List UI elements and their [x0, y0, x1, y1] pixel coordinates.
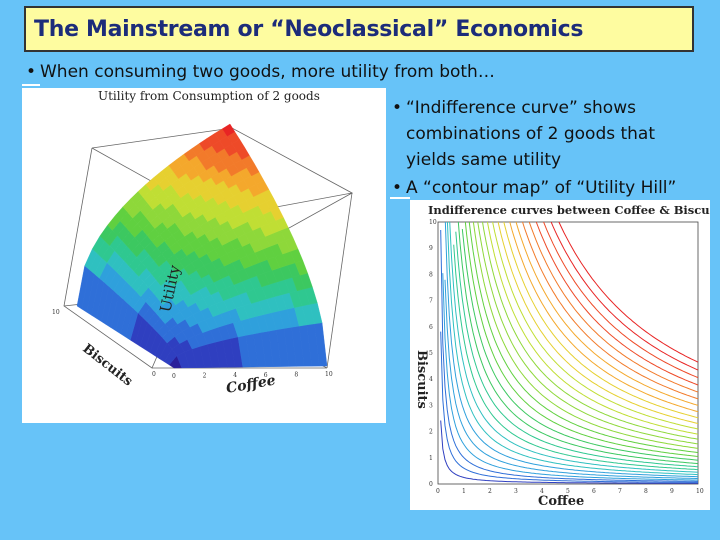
contour-ytick-8: 8	[429, 271, 433, 278]
marker-line	[22, 84, 40, 86]
indifference-curve-26	[543, 222, 698, 379]
indifference-curve-12	[464, 222, 698, 457]
indifference-curve-15	[477, 222, 698, 445]
surface-xtick-2: 2	[203, 373, 207, 380]
contour-plot-frame	[437, 221, 699, 485]
surface-cell	[222, 123, 236, 137]
indifference-curve-7	[449, 222, 698, 473]
surface-xtick-6: 6	[264, 372, 268, 379]
contour-xtick-8: 8	[644, 488, 648, 495]
bullet-dot-icon: •	[392, 98, 403, 118]
bullet-3-text: A “contour map” of “Utility Hill”	[406, 178, 677, 198]
indifference-curve-8	[453, 244, 698, 471]
indifference-curve-27	[550, 222, 698, 371]
contour-xtick-0: 0	[436, 488, 440, 495]
indifference-curve-18	[492, 222, 698, 430]
contour-ylabel: Biscuits	[414, 350, 429, 409]
contour-xtick-6: 6	[592, 488, 596, 495]
bullet-2: • “Indifference curve” shows	[392, 95, 636, 121]
contour-ytick-6: 6	[429, 324, 433, 331]
indifference-curve-14	[472, 222, 698, 449]
indifference-curve-2	[440, 229, 698, 482]
surface-xtick-8: 8	[294, 371, 298, 378]
surface-plot-panel: Utility from Consumption of 2 goods Util…	[22, 88, 386, 423]
indifference-curve-4	[444, 279, 698, 479]
contour-xtick-1: 1	[462, 488, 466, 495]
indifference-curve-3	[442, 273, 698, 481]
contour-xtick-4: 4	[540, 488, 544, 495]
contour-plot-area: 0 1 2 3 4 5 6 7 8 9 10 0 1 2 3 4 5 6 7 8 9 10	[429, 219, 704, 495]
bullet-2-line-1: “Indifference curve” shows	[406, 98, 636, 118]
bullet-2-line-3: yields same utility	[406, 150, 562, 170]
surface-ytick-0: 0	[152, 371, 156, 378]
contour-ytick-4: 4	[429, 376, 433, 383]
indifference-curve-20	[503, 222, 698, 419]
contour-xtick-5: 5	[566, 488, 570, 495]
surface-ylabel: Biscuits	[80, 341, 136, 389]
contour-chart-svg: Indifference curves between Coffee & Bis…	[414, 203, 720, 509]
marker-line-2	[390, 197, 410, 199]
indifference-curve-11	[461, 228, 698, 461]
contour-ytick-10: 10	[429, 219, 437, 226]
bullet-2-cont-1: combinations of 2 goods that	[392, 121, 655, 147]
slide-title: The Mainstream or “Neoclassical” Economi…	[34, 17, 584, 42]
indifference-curve-23	[522, 222, 698, 400]
indifference-curve-9	[455, 231, 698, 468]
indifference-curve-22	[515, 222, 698, 406]
bullet-dot-icon: •	[26, 62, 37, 82]
indifference-curve-0	[440, 420, 698, 484]
indifference-curve-21	[509, 222, 698, 413]
contour-xlabel: Coffee	[538, 494, 584, 509]
indifference-curve-1	[440, 331, 698, 483]
indifference-curve-16	[481, 222, 698, 440]
contour-chart-panel: Indifference curves between Coffee & Bis…	[410, 200, 720, 510]
indifference-curve-19	[497, 222, 698, 424]
contour-ytick-0: 0	[429, 481, 433, 488]
contour-xtick-9: 9	[670, 488, 674, 495]
utility-surface	[76, 123, 328, 369]
contour-ytick-9: 9	[429, 245, 433, 252]
bullet-3: • A “contour map” of “Utility Hill”	[392, 175, 676, 201]
surface-xtick-0: 0	[172, 373, 176, 380]
surface-xtick-10: 10	[325, 371, 333, 378]
bullet-1-text: When consuming two goods, more utility f…	[40, 62, 495, 82]
bullet-2-cont-2: yields same utility	[392, 147, 561, 173]
surface-x-ticks: 0 2 4 6 8 10	[172, 371, 333, 380]
contour-ytick-5: 5	[429, 350, 433, 357]
surface-ytick-10: 10	[52, 309, 60, 316]
indifference-curve-5	[444, 222, 698, 478]
contour-ytick-1: 1	[429, 455, 433, 462]
surface-xtick-4: 4	[233, 372, 237, 379]
contour-ytick-2: 2	[429, 429, 433, 436]
contour-xtick-2: 2	[488, 488, 492, 495]
indifference-curve-24	[528, 222, 698, 393]
bullet-dot-icon: •	[392, 178, 403, 198]
indifference-curve-25	[535, 222, 698, 386]
contour-xtick-7: 7	[618, 488, 622, 495]
indifference-curve-17	[486, 222, 698, 435]
title-box: The Mainstream or “Neoclassical” Economi…	[24, 6, 694, 52]
contour-xtick-10: 10	[696, 488, 704, 495]
surface-plot-svg: Utility from Consumption of 2 goods Util…	[52, 89, 354, 397]
indifference-curve-28	[558, 222, 698, 363]
contour-ytick-7: 7	[429, 298, 433, 305]
indifference-curve-6	[446, 222, 698, 476]
contour-chart-title: Indifference curves between Coffee & Bis…	[428, 203, 710, 217]
indifference-curve-13	[468, 222, 698, 454]
bullet-1: • When consuming two goods, more utility …	[26, 59, 495, 85]
contour-ytick-3: 3	[429, 402, 433, 409]
bullet-2-line-2: combinations of 2 goods that	[406, 124, 656, 144]
surface-plot-title: Utility from Consumption of 2 goods	[98, 89, 320, 103]
contour-xtick-3: 3	[514, 488, 518, 495]
indifference-curve-10	[457, 222, 698, 465]
